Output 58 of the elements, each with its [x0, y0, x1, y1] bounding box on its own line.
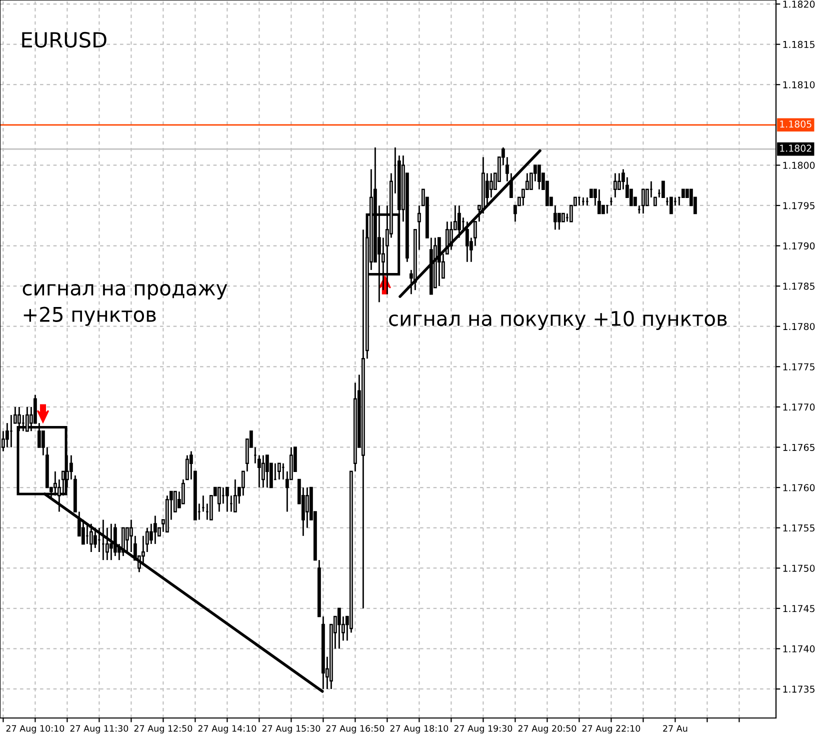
y-tick-label: 1.1765	[783, 444, 814, 451]
ref-line-label: 1.1805	[780, 120, 812, 128]
y-tick-label: 1.1810	[783, 81, 815, 88]
y-tick-label: 1.1760	[783, 484, 815, 492]
x-tick-label: 27 Aug 10:10	[6, 725, 64, 734]
x-tick-label: 27 Au	[663, 725, 688, 732]
x-tick-label: 27 Aug 16:50	[326, 725, 384, 734]
x-tick-label: 27 Aug 18:10	[390, 725, 448, 734]
candlestick	[185, 454, 189, 480]
x-tick-label: 27 Aug 22:10	[582, 725, 640, 734]
y-tick-label: 1.1790	[783, 242, 815, 250]
annotation: сигнал на продажу +25 пунктов	[22, 284, 228, 326]
y-tick-label: 1.1815	[783, 40, 814, 48]
y-tick-label: 1.1750	[783, 564, 815, 572]
candlestick	[669, 196, 673, 214]
candlestick	[641, 188, 645, 214]
y-tick-label: 1.1755	[783, 524, 814, 532]
annotation: сигнал на покупку +10 пунктов	[389, 310, 727, 330]
y-tick-label: 1.1800	[783, 162, 815, 169]
candlestick	[557, 212, 561, 230]
x-tick-label: 27 Aug 12:50	[134, 725, 192, 734]
candlestick	[89, 523, 93, 553]
candlestick	[93, 527, 97, 549]
y-tick-label: 1.1820	[783, 0, 815, 8]
candlestick	[265, 454, 269, 488]
y-tick-label: 1.1740	[783, 645, 815, 652]
y-tick-label: 1.1770	[783, 404, 815, 411]
candlestick	[629, 188, 633, 206]
x-tick-label: 27 Aug 19:30	[454, 725, 512, 734]
text: EURUSD	[22, 32, 106, 48]
x-tick-label: 27 Aug 15:30	[262, 725, 320, 734]
x-tick-label: 27 Aug 11:30	[70, 725, 128, 734]
ref-line-label: 1.1802	[780, 144, 812, 152]
candlestick	[261, 454, 265, 488]
candlestick	[465, 220, 469, 263]
candlestick	[337, 608, 341, 650]
y-tick-label: 1.1775	[783, 363, 814, 370]
candlestick	[109, 523, 113, 561]
candlestick	[617, 172, 621, 190]
x-tick-label: 27 Aug 14:10	[198, 725, 256, 734]
candlestick	[233, 478, 237, 512]
candlestick	[597, 188, 601, 214]
candlestick	[277, 462, 281, 480]
y-tick-label: 1.1780	[783, 322, 815, 330]
y-tick-label: 1.1735	[783, 686, 814, 693]
candlestick	[305, 486, 309, 529]
candlestick	[537, 164, 541, 190]
candlestick	[613, 172, 617, 198]
candlestick	[485, 172, 489, 206]
x-tick-label: 27 Aug 20:50	[518, 725, 576, 734]
candlestick	[489, 172, 493, 198]
candlestick	[217, 486, 221, 512]
candlestick	[225, 486, 229, 512]
y-tick-label: 1.1795	[783, 202, 814, 210]
y-tick-label: 1.1785	[783, 282, 814, 290]
candlestick	[457, 204, 461, 238]
y-tick-label: 1.1745	[783, 605, 814, 612]
candlestick	[153, 515, 157, 545]
